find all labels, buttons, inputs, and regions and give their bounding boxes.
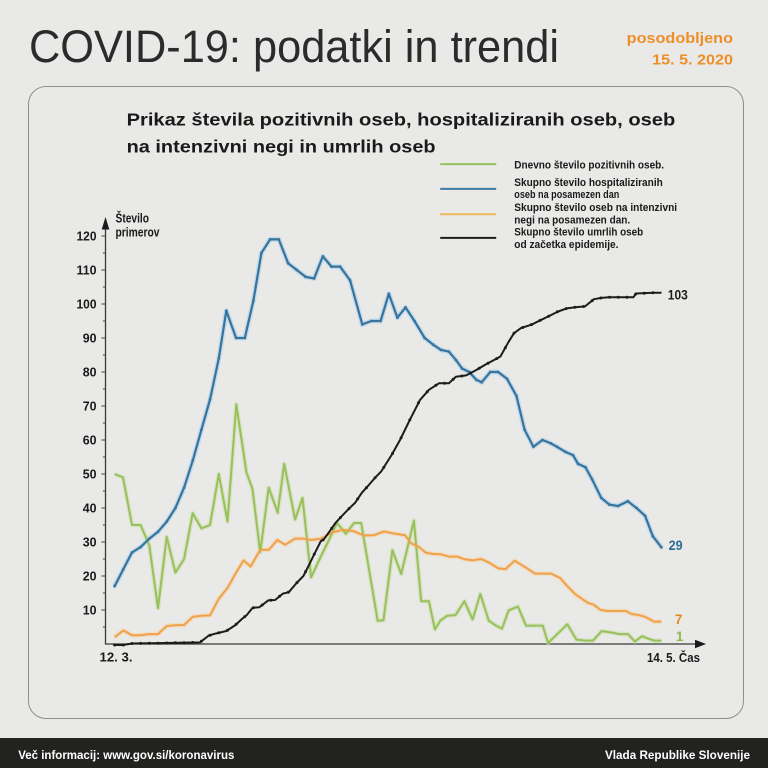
svg-text:Prikaz števila pozitivnih oseb: Prikaz števila pozitivnih oseb, hospital…	[127, 110, 676, 130]
svg-text:10: 10	[83, 603, 97, 618]
svg-text:80: 80	[83, 365, 97, 380]
svg-text:Več informacij: www.gov.si/kor: Več informacij: www.gov.si/koronavirus	[18, 748, 235, 762]
svg-text:COVID-19: podatki in trendi: COVID-19: podatki in trendi	[29, 21, 559, 72]
svg-text:120: 120	[77, 229, 97, 244]
svg-text:15. 5. 2020: 15. 5. 2020	[652, 52, 733, 68]
svg-text:7: 7	[675, 612, 683, 627]
svg-text:na intenzivni negi in umrlih o: na intenzivni negi in umrlih oseb	[127, 137, 436, 157]
svg-text:negi na posamezen dan.: negi na posamezen dan.	[514, 214, 630, 226]
svg-text:30: 30	[83, 535, 97, 550]
svg-text:40: 40	[83, 501, 97, 516]
svg-text:29: 29	[669, 538, 683, 553]
svg-text:100: 100	[77, 297, 97, 312]
svg-text:14. 5. Čas: 14. 5. Čas	[647, 650, 700, 665]
svg-text:110: 110	[77, 263, 97, 278]
svg-text:50: 50	[83, 467, 97, 482]
svg-text:60: 60	[83, 433, 97, 448]
svg-text:Skupno število hospitalizirani: Skupno število hospitaliziranih	[514, 177, 663, 189]
svg-text:posodobljeno: posodobljeno	[627, 31, 733, 47]
svg-text:103: 103	[668, 288, 688, 303]
svg-text:Vlada Republike Slovenije: Vlada Republike Slovenije	[605, 748, 750, 762]
svg-text:Dnevno število pozitivnih oseb: Dnevno število pozitivnih oseb.	[514, 160, 664, 172]
svg-text:90: 90	[83, 331, 97, 346]
svg-text:12. 3.: 12. 3.	[100, 650, 133, 665]
svg-text:20: 20	[83, 569, 97, 584]
svg-text:Skupno število umrlih oseb: Skupno število umrlih oseb	[514, 227, 643, 239]
svg-text:oseb na posamezen dan: oseb na posamezen dan	[514, 189, 619, 201]
svg-text:Število: Število	[116, 211, 150, 226]
svg-text:primerov: primerov	[116, 225, 161, 240]
svg-text:od začetka epidemije.: od začetka epidemije.	[514, 239, 618, 251]
svg-text:1: 1	[676, 629, 684, 644]
svg-text:Skupno število oseb na intenzi: Skupno število oseb na intenzivni	[514, 202, 677, 214]
svg-text:70: 70	[83, 399, 97, 414]
